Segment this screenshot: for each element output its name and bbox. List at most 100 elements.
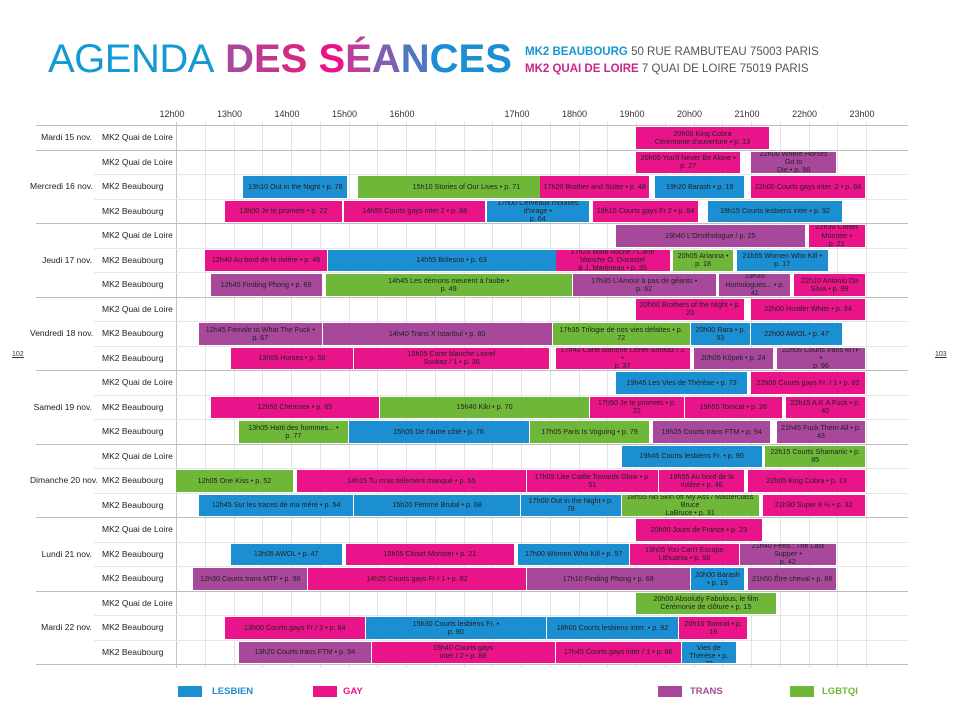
screening-text: 22h00 Courts gays inter. 2 • p. 84	[754, 181, 862, 191]
screening-block[interactable]: 22h10 Antonio Da Silva • p. 99	[794, 274, 865, 296]
screening-block[interactable]: 22h00 Courts gays Fr. / 1 • p. 82	[751, 372, 865, 394]
screening-block[interactable]: 15h05 Closet Monster • p. 21	[345, 543, 515, 565]
screening-block[interactable]: 12h45 Female to What The Fuck • p. 67	[199, 323, 322, 345]
screening-block[interactable]: 17h00 Out in the Night • p. 78	[521, 494, 621, 516]
screening-block[interactable]: 12h05 One Kiss • p. 52	[176, 470, 293, 492]
screening-block[interactable]: 20h00 King Cobra Cérémonie d'ouverture • …	[636, 127, 769, 149]
screening-block[interactable]: 20h00 Rara • p. 53	[690, 323, 750, 345]
screening-block[interactable]: 15h05 De l'autre côté • p. 76	[348, 421, 529, 443]
title-bold: DES SÉANCES	[225, 37, 512, 81]
screening-block[interactable]: 17h45 Courts gays inter / 1 • p. 86	[555, 641, 681, 663]
screening-block[interactable]: 12h45 Sur les traces de ma mère • p. 54	[199, 494, 354, 516]
screening-block[interactable]: 19h15 Courts lesbiens inter • p. 92	[707, 200, 842, 222]
row-separator	[94, 639, 908, 641]
screening-block[interactable]: 21h50 Être cheval • p. 66	[748, 568, 837, 590]
screening-block[interactable]: 15h40 Kiki • p. 70	[380, 396, 589, 418]
screening-block[interactable]: 22h00 Hustler White • p. 34	[751, 298, 865, 320]
screening-block[interactable]: 18h00 Courts lesbiens inter. • p. 92	[546, 617, 679, 639]
day-label: Lundi 21 nov.	[41, 548, 92, 559]
screening-block[interactable]: 13h20 Courts trans FTM • p. 94	[239, 641, 371, 663]
screening-block[interactable]: 17h05 Like Cattle Towards Glow • p. 51	[526, 470, 658, 492]
screening-block[interactable]: 18h55 No Skin off My Ass / Masterclass B…	[621, 494, 759, 516]
screening-block[interactable]: 19h25 Courts trans FTM • p. 94	[653, 421, 771, 443]
screening-block[interactable]: 17h35 L'Amour à pas de géants • p. 62	[572, 274, 716, 296]
screening-block[interactable]: 15h05 Carte blanche Lionel Soukaz / 1 • p…	[354, 347, 549, 369]
page-title: AGENDA DES SÉANCES	[48, 36, 512, 82]
screening-block[interactable]: 19h20 Barash • p. 19	[654, 176, 745, 198]
screening-text: 13h00 Je te promets • p. 22	[239, 206, 328, 216]
screening-block[interactable]: 13h10 Out in the Night • p. 78	[243, 176, 348, 198]
screening-block[interactable]: 22h05 Courts trans MTF • p. 96	[776, 347, 865, 369]
screening-block[interactable]: 22h00 Courts gays inter. 2 • p. 84	[751, 176, 865, 198]
screening-text: 12h45 Female to What The Fuck • p. 67	[205, 324, 315, 342]
screening-block[interactable]: 20h05 Arianna • p. 18	[673, 249, 733, 271]
screening-block[interactable]: 12h30 Courts trans MTF • p. 96	[193, 568, 308, 590]
hour-label: 16h00	[389, 109, 415, 119]
screening-block[interactable]: 21h55 Women Who Kill • p. 17	[736, 249, 828, 271]
screening-block[interactable]: 20h00 Barash • p. 19	[690, 568, 745, 590]
screening-text: 14h55 Courts gays inter 2 • p. 88	[362, 206, 468, 216]
screening-block[interactable]: 13h05 AWOL • p. 47	[230, 543, 342, 565]
screening-block[interactable]: 17h20 Brother and Sister • p. 48	[539, 176, 650, 198]
screening-block[interactable]: 13h05 Horses • p. 50	[230, 347, 354, 369]
screening-block[interactable]: 19h15 Courts gays Fr 2 • p. 84	[592, 200, 699, 222]
screening-block[interactable]: 20h00 Brothers of the Night • p. 20	[636, 298, 745, 320]
title-letter: D	[225, 37, 254, 81]
screening-block[interactable]: 22h05 King Cobra • p. 13	[748, 470, 865, 492]
screening-block[interactable]: 17h25 Mala Noche / Carte blanche O. Duca…	[555, 249, 670, 271]
screening-block[interactable]: 22h15 A.K.A Fuck • p. 40	[785, 396, 865, 418]
screening-block[interactable]: 15h30 Courts lesbiens Fr. • p. 90	[365, 617, 546, 639]
screening-block[interactable]: 22h30 Closet Monster • p. 21	[808, 225, 865, 247]
screening-block[interactable]: 22h00 AWOL • p. 47	[751, 323, 842, 345]
screening-block[interactable]: 17h50 Je te promets • p. 22	[590, 396, 684, 418]
screening-block[interactable]: 13h00 Courts gays Fr / 2 • p. 84	[224, 617, 365, 639]
legend-swatch-gay	[313, 686, 337, 697]
screening-block[interactable]: 19h55 Au bord de la rivière • p. 46	[659, 470, 745, 492]
screening-block[interactable]: 14h45 Les démons meurent à l'aube • p. 49	[325, 274, 572, 296]
screening-block[interactable]: 14h40 Trans X Istanbul • p. 80	[322, 323, 552, 345]
screening-block[interactable]: 19h35 Homologues... • p. 41	[719, 274, 791, 296]
screening-block[interactable]: 17h10 Finding Phong • p. 69	[526, 568, 690, 590]
screening-block[interactable]: 17h40 Carte blanche Lionel Soukaz / 2 • p…	[555, 347, 690, 369]
screening-block[interactable]: 15h40 Courts gays inter / 2 • p. 88	[371, 641, 555, 663]
screening-text: 12h45 Sur les traces de ma mère • p. 54	[211, 500, 341, 510]
screening-block[interactable]: 12h45 Finding Phong • p. 69	[210, 274, 322, 296]
screening-block[interactable]: 20h00 You'll Never Be Alone • p. 27	[636, 151, 741, 173]
screening-block[interactable]: 21h40 Feed : The Last Supper • p. 42	[739, 543, 837, 565]
address-beaubourg: MK2 BEAUBOURG 50 RUE RAMBUTEAU 75003 PAR…	[525, 46, 819, 58]
screening-block[interactable]: 19h55 Tomcat • p. 26	[684, 396, 782, 418]
screening-block[interactable]: 17h05 Paris Is Voguing • p. 79	[529, 421, 650, 443]
screening-text: 20h05 Arianna • p. 18	[677, 251, 729, 269]
screening-block[interactable]: 15h20 Femme Brutal • p. 68	[354, 494, 520, 516]
screening-block[interactable]: 21h45 Fuck Them All • p. 43	[776, 421, 865, 443]
screening-block[interactable]: 19h45 Courts lesbiens Fr. • p. 90	[621, 445, 762, 467]
screening-block[interactable]: 19h05 You Can't Escape Lithuania • p. 58	[630, 543, 739, 565]
screening-block[interactable]: 20h10 Tomcat • p. 19	[679, 617, 748, 639]
screening-block[interactable]: 12h50 Chemsex • p. 65	[210, 396, 380, 418]
screening-block[interactable]: 13h00 Je te promets • p. 22	[224, 200, 342, 222]
screening-block[interactable]: 14h55 Courts gays inter 2 • p. 88	[343, 200, 486, 222]
screening-block[interactable]: 15h10 Stories of Our Lives • p. 71	[358, 176, 575, 198]
screening-block[interactable]: 21h30 Super 8 ½ • p. 32	[762, 494, 865, 516]
screening-text: 12h40 Au bord de la rivière • p. 46	[211, 255, 321, 265]
screening-block[interactable]: 17h00 Cerveaux mouillés d'orage • p. 64	[486, 200, 589, 223]
screening-block[interactable]: 17h00 Women Who Kill • p. 57	[518, 543, 630, 565]
screening-block[interactable]: 19h40 L'Ornithologue / p. 25	[615, 225, 805, 247]
venue-label: MK2 Beaubourg	[102, 548, 164, 559]
screening-block[interactable]: 19h45 Les Vies de Thérèse • p. 73	[615, 372, 748, 394]
screening-block[interactable]: 22h15 Courts Shamanic • p. 85	[765, 445, 865, 467]
screening-block[interactable]: 20h00 Jours de France • p. 23	[636, 519, 762, 541]
screening-block[interactable]: 20h05 Kôpek • p. 24	[693, 347, 773, 369]
screening-block[interactable]: 14h25 Courts gays Fr / 1 • p. 82	[308, 568, 526, 590]
screening-block[interactable]: 14h55 Bolesno • p. 63	[328, 249, 575, 271]
venue-label: MK2 Beaubourg	[102, 426, 164, 437]
screening-block[interactable]: 17h35 Trilogie de nos vies défaites • p.…	[552, 323, 690, 345]
screening-block[interactable]: 12h40 Au bord de la rivière • p. 46	[204, 249, 328, 271]
screening-text: 17h00 Cerveaux mouillés d'orage • p. 64	[497, 200, 579, 223]
screening-block[interactable]: 20h00 Absolutly Fabulous, le film Cérémon…	[636, 592, 776, 614]
screening-block[interactable]: 13h05 Haïti des hommes... • p. 77	[239, 421, 348, 443]
screening-block[interactable]: 22h00 Where Horses Go to Die • p. 56	[751, 151, 837, 173]
venue-label: MK2 Beaubourg	[102, 573, 164, 584]
screening-block[interactable]: 14h15 Tu m'as tellement manqué • p. 55	[296, 470, 526, 492]
